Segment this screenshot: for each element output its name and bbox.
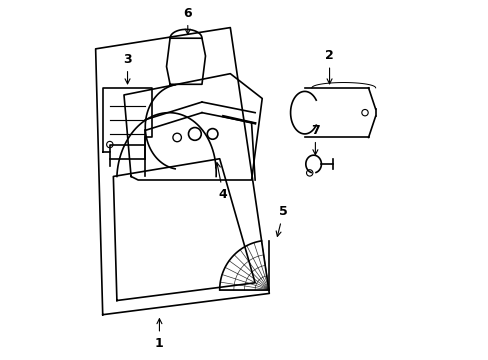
Text: 7: 7: [310, 124, 319, 155]
Text: 2: 2: [325, 49, 333, 84]
Text: 5: 5: [276, 206, 287, 237]
Text: 1: 1: [155, 319, 163, 350]
Text: 4: 4: [215, 163, 227, 201]
Text: 6: 6: [183, 7, 192, 34]
Text: 3: 3: [123, 53, 132, 84]
